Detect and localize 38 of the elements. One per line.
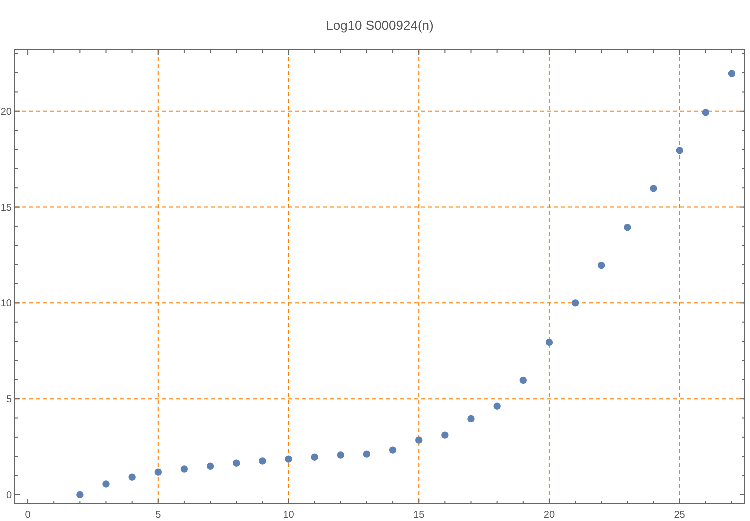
x-tick-label: 0 [25, 510, 32, 521]
y-tick-label: 5 [6, 394, 12, 406]
point [259, 458, 266, 465]
y-tick-label: 10 [0, 298, 12, 310]
point [154, 468, 162, 476]
point [624, 224, 632, 232]
point [728, 70, 736, 78]
point [102, 480, 110, 488]
point [180, 466, 188, 473]
point [206, 462, 214, 470]
point [128, 474, 136, 481]
point [494, 402, 501, 410]
point [363, 450, 371, 458]
point [546, 338, 554, 346]
point [233, 460, 240, 467]
point [468, 415, 475, 423]
point [676, 147, 684, 154]
point [311, 454, 318, 461]
y-tick-label: 20 [0, 106, 12, 118]
x-tick-label: 15 [414, 510, 426, 521]
point [572, 300, 580, 307]
y-tick-label: 0 [6, 490, 12, 502]
point [650, 185, 658, 192]
x-tick-label: 20 [544, 510, 556, 521]
point [598, 262, 606, 270]
point [337, 452, 344, 459]
y-tick-label: 15 [0, 202, 12, 214]
point [702, 109, 710, 116]
point [442, 432, 449, 439]
point [285, 456, 292, 463]
point [416, 436, 423, 444]
chart-title: Log10 S000924(n) [326, 18, 434, 33]
x-tick-label: 10 [283, 510, 295, 521]
x-tick-label: 5 [156, 510, 162, 521]
point [389, 446, 397, 454]
point [76, 491, 84, 499]
x-tick-label: 25 [674, 510, 686, 521]
point [520, 376, 527, 384]
